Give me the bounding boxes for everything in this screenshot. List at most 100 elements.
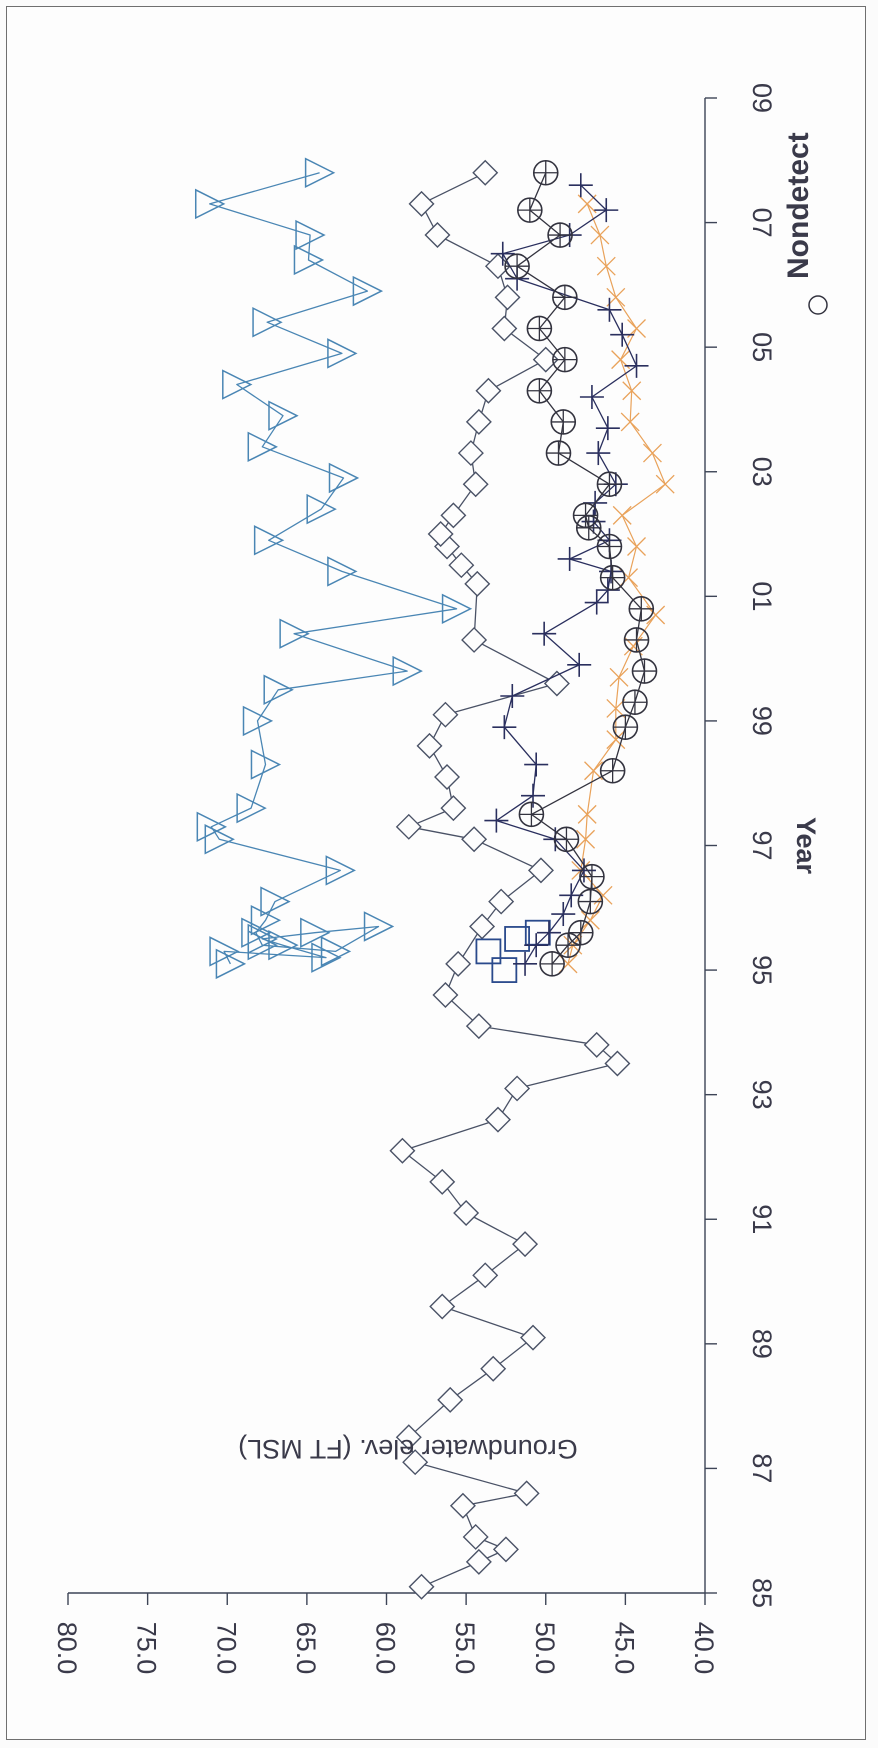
labels: 85 87 89 91 93 95 97 99 01 03 05 07 09 40.0 45.0 50.0 55…	[52, 83, 828, 1675]
y-tick-label: 45.0	[609, 1622, 639, 1675]
x-tick-label: 07	[747, 208, 777, 238]
nondetect-point	[622, 689, 648, 716]
triangle-point	[252, 307, 283, 338]
x-tick-label: 03	[747, 457, 777, 487]
plus-point	[490, 241, 515, 266]
triangle-point	[328, 462, 360, 494]
plus-point	[500, 684, 525, 708]
x-point	[577, 804, 597, 824]
series-triangle	[194, 157, 473, 980]
x-point	[627, 537, 646, 556]
square-point	[504, 926, 530, 952]
legend-marker-circle	[808, 295, 828, 315]
diamond-point	[395, 1424, 422, 1451]
x-point	[606, 698, 626, 718]
diamond-point	[448, 552, 475, 579]
diamond-point	[461, 626, 488, 653]
x-tick-label: 91	[747, 1204, 777, 1234]
plus-point	[484, 808, 509, 833]
nondetect-point	[577, 888, 604, 915]
diamond-point	[520, 1324, 546, 1351]
x-tick-label: 99	[747, 706, 777, 736]
diamond-point	[457, 440, 484, 467]
triangle-point	[327, 556, 358, 587]
triangle-point	[327, 338, 358, 369]
legend-label: Nondetect	[782, 132, 815, 279]
diamond-point	[469, 913, 496, 940]
diamond-point	[491, 315, 518, 342]
y-tick-label: 40.0	[689, 1622, 719, 1675]
plus-point	[492, 715, 517, 740]
triangle-point	[279, 618, 310, 649]
triangle-point	[441, 593, 473, 625]
x-tick-label: 01	[747, 581, 777, 611]
plus-point	[624, 353, 649, 378]
x-tick-label: 97	[747, 830, 777, 860]
y-tick-label: 50.0	[530, 1622, 560, 1675]
plus-point	[586, 441, 611, 466]
x-point	[655, 474, 675, 494]
diamond-point	[432, 701, 459, 728]
diamond-point	[492, 1536, 519, 1563]
nondetect-point	[504, 253, 530, 279]
diamond-point	[480, 1355, 507, 1382]
y-tick-label: 70.0	[211, 1622, 241, 1675]
triangle-point	[300, 917, 331, 948]
nondetect-point	[572, 502, 599, 529]
plus-point	[524, 752, 549, 777]
plus-point	[532, 621, 557, 646]
y-tick-label: 60.0	[371, 1622, 401, 1675]
y-tick-label: 65.0	[291, 1622, 321, 1675]
diamond-point	[484, 1106, 511, 1133]
plus-point	[568, 173, 593, 198]
nondetect-point	[599, 757, 626, 784]
nondetect-point	[547, 222, 573, 248]
nondetect-point	[526, 377, 553, 404]
diamond-point	[402, 1449, 429, 1476]
diamond-point	[429, 1293, 456, 1320]
y-tick-label: 75.0	[132, 1622, 162, 1675]
triangle-point	[268, 929, 299, 961]
plus-point	[513, 951, 538, 976]
triangle-point	[196, 811, 228, 843]
nondetect-point	[526, 315, 553, 342]
series-layer	[194, 157, 675, 1600]
nondetect-point	[596, 533, 623, 560]
x-tick-label: 05	[747, 332, 777, 362]
triangle-point	[352, 275, 384, 307]
diamond-point	[465, 1013, 492, 1040]
plus-point	[524, 933, 549, 958]
series-diamond	[389, 159, 631, 1600]
diamond-point	[440, 795, 467, 822]
diamond-point	[465, 408, 492, 435]
nondetect-point	[552, 346, 578, 373]
x-tick-label: 89	[747, 1329, 777, 1359]
nondetect-point	[532, 159, 559, 186]
triangle-point	[204, 824, 235, 855]
nondetect-point	[567, 919, 594, 946]
diamond-point	[416, 732, 443, 759]
diamond-point	[472, 1262, 499, 1289]
x-point	[576, 829, 596, 849]
nondetect-point	[545, 440, 572, 466]
nondetect-point	[555, 932, 581, 958]
plus-point	[584, 590, 609, 615]
series-x	[558, 194, 675, 974]
diamond-point	[395, 813, 422, 840]
nondetect-point	[553, 826, 580, 853]
nondetect-point	[596, 471, 623, 498]
x-point	[612, 505, 632, 525]
diamond-point	[512, 1231, 539, 1258]
diamond-point	[408, 1573, 435, 1600]
plus-point	[610, 322, 635, 347]
triangle-point	[222, 369, 253, 400]
triangle-point	[392, 655, 423, 687]
triangle-point	[263, 674, 294, 705]
x-point	[609, 667, 629, 687]
diamond-point	[504, 1075, 531, 1102]
diamond-point	[432, 982, 459, 1008]
triangle-point	[293, 244, 325, 276]
triangle-point	[325, 855, 356, 886]
